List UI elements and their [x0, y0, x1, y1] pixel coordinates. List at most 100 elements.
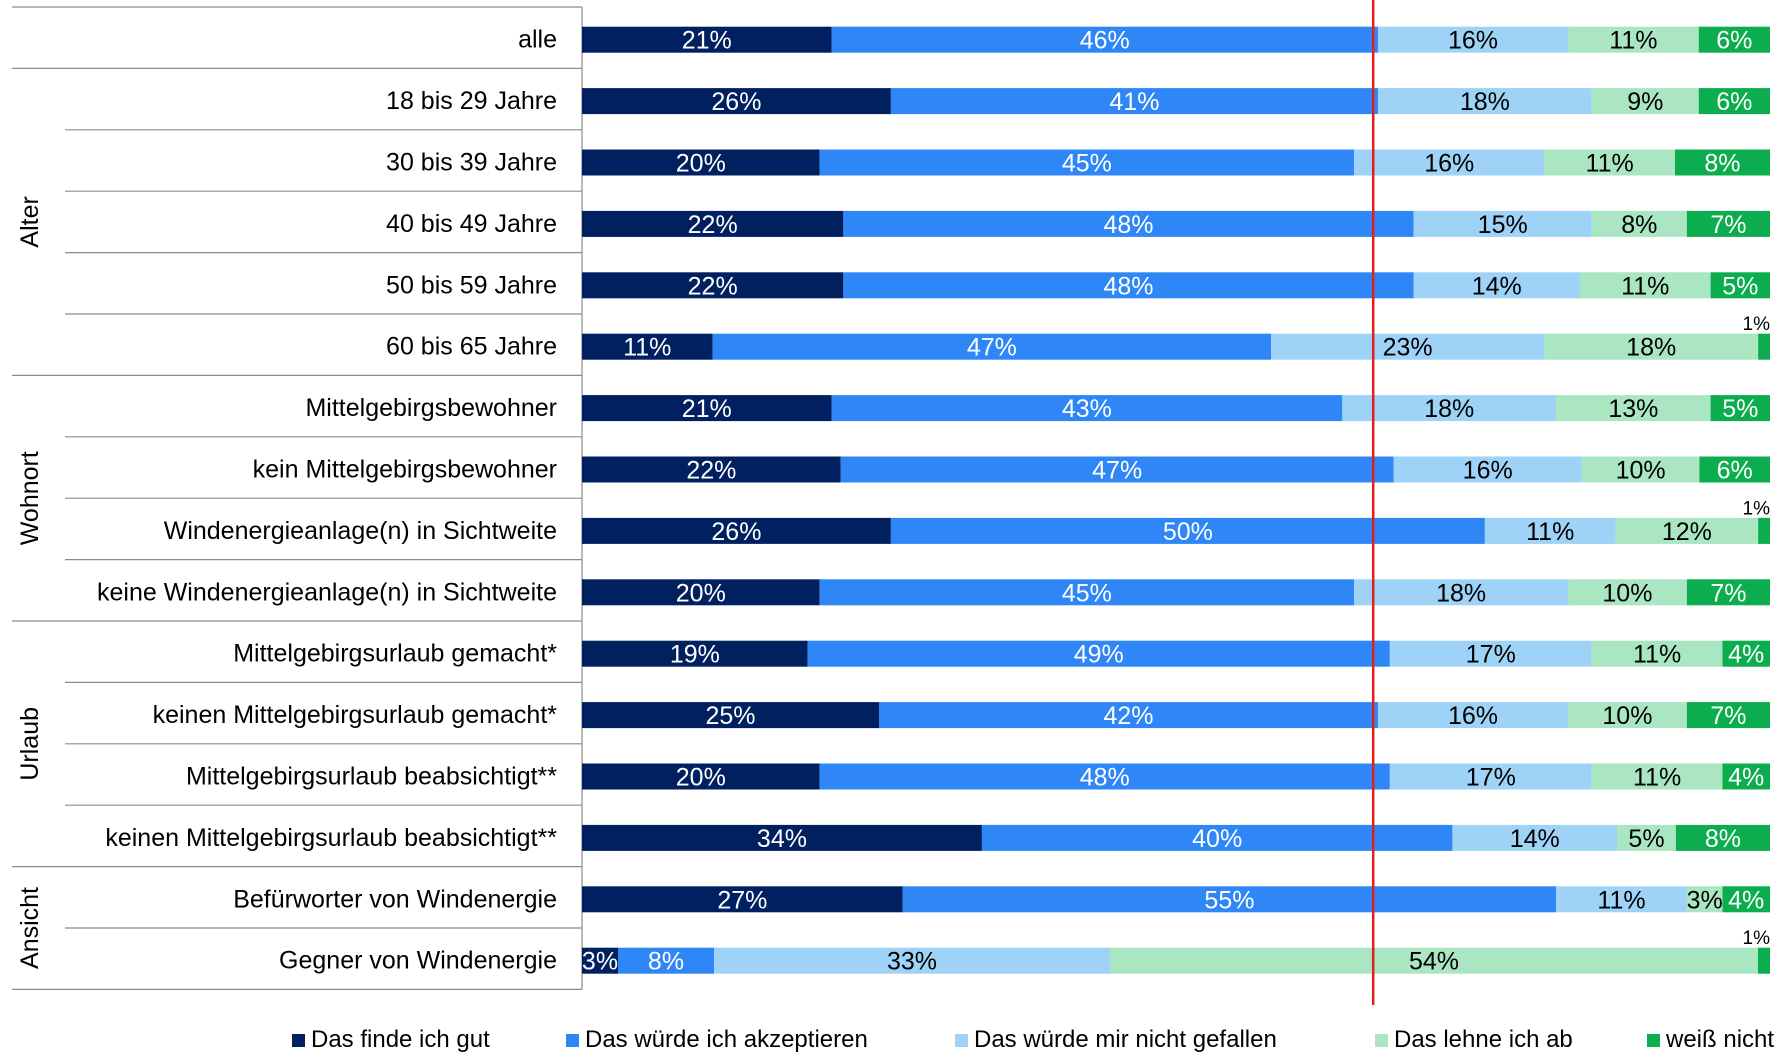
data-label: 54% [1409, 948, 1459, 976]
data-label: 47% [1092, 457, 1142, 485]
bar-segment [1413, 210, 1592, 237]
data-label: 22% [688, 272, 738, 300]
bar-segment [582, 763, 820, 790]
bar-segment [582, 517, 891, 544]
legend-label: Das lehne ich ab [1394, 1026, 1573, 1053]
data-label: 41% [1109, 88, 1159, 116]
bar-segment [831, 26, 1378, 53]
data-label: 47% [967, 334, 1017, 362]
data-label: 1% [1743, 314, 1771, 335]
data-label: 18% [1424, 395, 1474, 423]
bar-segment [1686, 702, 1770, 729]
bar-segment [1110, 947, 1758, 974]
bar-segment [1758, 333, 1770, 360]
group-label: Alter [16, 196, 44, 247]
data-label: 17% [1466, 764, 1516, 792]
bar-segment [1556, 886, 1687, 913]
data-label: 20% [676, 150, 726, 178]
stacked-bar-chart: Alter Wohnort Urlaub Ansicht alle 18 bis 29 J… [12, 0, 1771, 1005]
data-label: 5% [1628, 825, 1664, 853]
data-label: 6% [1717, 457, 1753, 485]
bar-segment [1389, 763, 1592, 790]
bar-segment [1591, 88, 1699, 115]
category-label: keinen Mittelgebirgsurlaub gemacht* [153, 701, 558, 729]
legend-item: Das würde mir nicht gefallen [955, 1026, 1277, 1054]
data-label: 11% [1586, 150, 1634, 178]
bar-segment [714, 947, 1110, 974]
data-label: 16% [1424, 150, 1474, 178]
category-label: Mittelgebirgsurlaub gemacht* [233, 640, 557, 668]
category-label: Windenergieanlage(n) in Sichtweite [164, 517, 557, 545]
data-label: 27% [717, 886, 767, 914]
data-label: 45% [1062, 150, 1112, 178]
category-label: 18 bis 29 Jahre [386, 87, 557, 115]
bar-segment [1581, 456, 1700, 483]
bar-segment [1675, 824, 1770, 851]
bar-segment [582, 395, 832, 422]
data-label: 11% [1621, 272, 1669, 300]
category-label: kein Mittelgebirgsbewohner [253, 456, 557, 484]
bar-segment [582, 272, 844, 299]
data-label: 48% [1103, 272, 1153, 300]
bar-segment [1556, 395, 1711, 422]
category-label: keinen Mittelgebirgsurlaub beabsichtigt*… [105, 824, 557, 852]
data-label: 20% [676, 764, 726, 792]
bar-segment [1591, 210, 1687, 237]
bar-segment [843, 210, 1414, 237]
data-label: 23% [1383, 334, 1433, 362]
data-label: 10% [1602, 579, 1652, 607]
bar-segment [582, 886, 903, 913]
bar-segment [1722, 763, 1770, 790]
data-label: 11% [1609, 27, 1657, 55]
bar-segment [1377, 26, 1569, 53]
bar-segment [712, 333, 1272, 360]
legend-item: weiß nicht [1647, 1026, 1774, 1054]
bar-segment [1686, 886, 1723, 913]
data-label: 1% [1743, 928, 1771, 949]
bar-segment [618, 947, 714, 974]
data-label: 15% [1478, 211, 1528, 239]
category-label: 60 bis 65 Jahre [386, 333, 557, 361]
data-label: 5% [1722, 272, 1758, 300]
category-label: alle [518, 26, 557, 54]
bar-segment [582, 149, 820, 176]
bar-segment [1710, 395, 1770, 422]
category-label: Mittelgebirgsbewohner [305, 394, 557, 422]
bar-segment [1544, 149, 1675, 176]
bar-segment [807, 640, 1390, 667]
data-label: 21% [682, 27, 732, 55]
category-label: 30 bis 39 Jahre [386, 149, 557, 177]
bar-segment [582, 947, 618, 974]
data-label: 7% [1710, 579, 1746, 607]
bar-segment [582, 702, 879, 729]
bar-segment [1579, 272, 1711, 299]
bar-segment [1591, 763, 1723, 790]
bar-segment [1698, 26, 1770, 53]
data-label: 33% [887, 948, 937, 976]
data-label: 6% [1716, 27, 1752, 55]
bar-segment [582, 456, 841, 483]
data-label: 11% [1633, 764, 1681, 792]
data-label: 26% [711, 88, 761, 116]
bar-segment [1389, 640, 1592, 667]
bar-segment [1591, 640, 1723, 667]
legend-item: Das finde ich gut [292, 1026, 490, 1054]
data-label: 16% [1448, 27, 1498, 55]
bar-segment [1413, 272, 1580, 299]
bar-segment [819, 149, 1355, 176]
data-label: 22% [688, 211, 738, 239]
bar-segment [902, 886, 1557, 913]
bar-segment [1354, 149, 1545, 176]
legend-swatch [566, 1033, 579, 1047]
group-label: Wohnort [16, 451, 44, 545]
legend-label: Das würde mir nicht gefallen [974, 1026, 1277, 1053]
data-label: 12% [1662, 518, 1712, 546]
bar-segment [843, 272, 1414, 299]
bar-segment [1698, 88, 1770, 115]
data-label: 49% [1074, 641, 1124, 669]
bar-segment [819, 763, 1390, 790]
data-label: 34% [757, 825, 807, 853]
data-label: 8% [648, 948, 684, 976]
data-label: 17% [1466, 641, 1516, 669]
data-label: 42% [1103, 702, 1153, 730]
